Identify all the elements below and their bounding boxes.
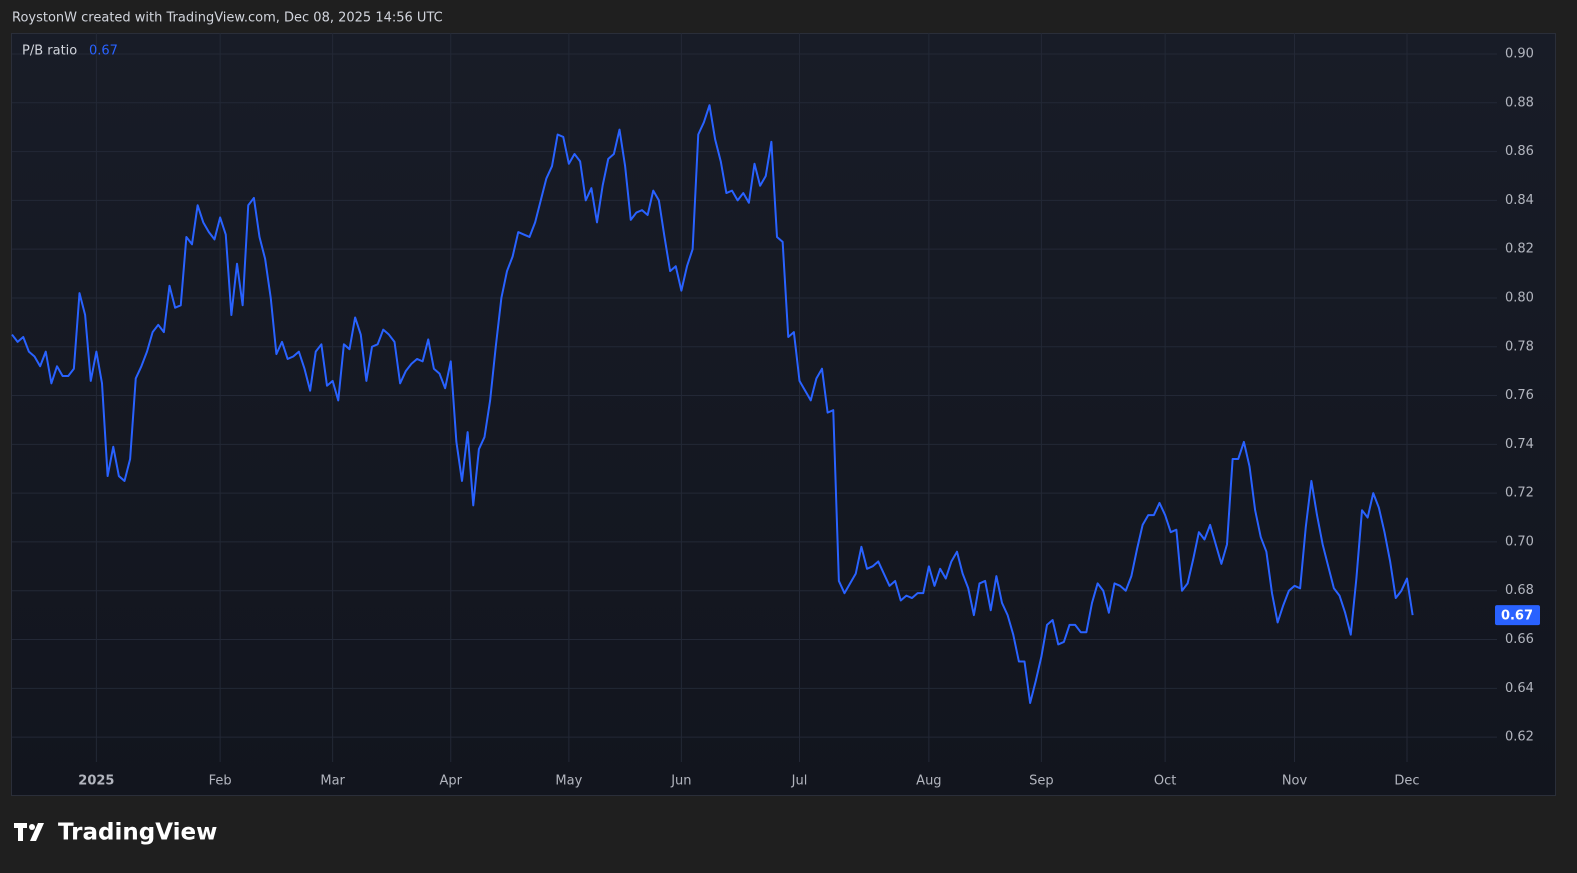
logo-part xyxy=(30,823,44,841)
y-tick-label: 0.78 xyxy=(1505,339,1534,354)
y-tick-label: 0.74 xyxy=(1505,437,1534,452)
chart-panel xyxy=(11,33,1556,796)
brand-logo xyxy=(14,823,44,841)
logo-part xyxy=(29,824,35,830)
line-series xyxy=(11,104,1414,704)
x-tick-label: Apr xyxy=(440,774,463,789)
y-tick-label: 0.66 xyxy=(1505,632,1534,647)
x-tick-label: Dec xyxy=(1394,774,1419,789)
brand-name: TradingView xyxy=(58,820,217,846)
x-tick-label: Feb xyxy=(209,774,232,789)
x-tick-label: Jun xyxy=(670,774,691,789)
y-tick-label: 0.72 xyxy=(1505,486,1534,501)
y-tick-label: 0.80 xyxy=(1505,290,1534,305)
x-tick-label: Mar xyxy=(320,774,345,789)
logo-part xyxy=(14,823,27,841)
y-tick-label: 0.68 xyxy=(1505,583,1534,598)
grid xyxy=(12,33,1497,762)
y-tick-label: 0.86 xyxy=(1505,144,1534,159)
y-tick-label: 0.84 xyxy=(1505,193,1534,208)
last-value-label: 0.67 xyxy=(1501,609,1533,624)
y-tick-label: 0.90 xyxy=(1505,46,1534,61)
x-tick-label: Nov xyxy=(1282,774,1308,789)
x-tick-label: Oct xyxy=(1154,774,1176,789)
last-value-badge xyxy=(1495,605,1540,626)
y-tick-label: 0.64 xyxy=(1505,681,1534,696)
y-tick-label: 0.62 xyxy=(1505,730,1534,745)
y-tick-label: 0.70 xyxy=(1505,534,1534,549)
x-tick-label: Sep xyxy=(1029,774,1054,789)
marks xyxy=(11,104,1414,704)
labels: 0.62 0.64 0.66 0.68 0.70 0.72 0.74 0.76 0.78 0.80… xyxy=(78,46,1540,789)
x-tick-label: May xyxy=(555,774,582,789)
attribution: RoystonW created with TradingView.com, D… xyxy=(12,11,443,26)
y-tick-label: 0.76 xyxy=(1505,388,1534,403)
x-tick-label: 2025 xyxy=(78,774,114,789)
x-tick-label: Jul xyxy=(791,774,808,789)
y-tick-label: 0.88 xyxy=(1505,95,1534,110)
legend-value: 0.67 xyxy=(89,44,118,59)
y-tick-label: 0.82 xyxy=(1505,242,1534,257)
legend-name: P/B ratio xyxy=(22,44,77,59)
x-tick-label: Aug xyxy=(916,774,941,789)
